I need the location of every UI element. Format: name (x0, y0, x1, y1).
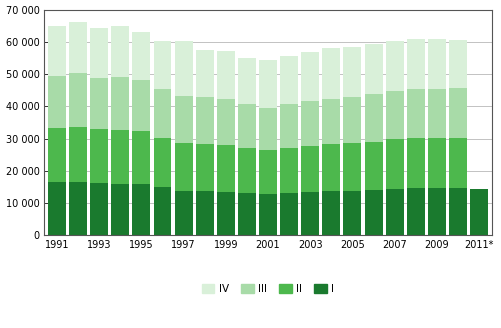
Bar (69, 127, 87, 182)
Bar (111, 130, 129, 184)
Bar (344, 143, 361, 191)
Bar (365, 94, 383, 142)
Bar (259, 194, 277, 236)
Bar (238, 193, 256, 236)
Bar (153, 138, 171, 187)
Bar (259, 108, 277, 150)
Bar (470, 189, 488, 236)
Bar (449, 188, 467, 236)
Bar (428, 188, 446, 236)
Bar (322, 99, 340, 144)
Bar (132, 131, 150, 184)
Bar (238, 104, 256, 148)
Bar (217, 192, 235, 236)
Bar (69, 73, 87, 127)
Bar (344, 191, 361, 236)
Bar (386, 189, 404, 236)
Bar (48, 26, 66, 76)
Bar (90, 78, 108, 129)
Bar (280, 104, 298, 148)
Bar (175, 191, 192, 236)
Bar (111, 26, 129, 77)
Bar (132, 32, 150, 80)
Bar (344, 97, 361, 143)
Bar (153, 89, 171, 138)
Bar (153, 187, 171, 236)
Bar (196, 97, 213, 144)
Bar (407, 89, 425, 138)
Bar (449, 138, 467, 188)
Bar (259, 60, 277, 108)
Bar (111, 77, 129, 130)
Bar (90, 28, 108, 78)
Bar (365, 44, 383, 94)
Bar (322, 144, 340, 191)
Bar (386, 91, 404, 139)
Bar (428, 89, 446, 138)
Bar (196, 144, 213, 191)
Bar (48, 76, 66, 128)
Bar (365, 190, 383, 236)
Bar (90, 183, 108, 236)
Bar (48, 182, 66, 236)
Bar (344, 47, 361, 97)
Bar (322, 48, 340, 99)
Bar (69, 182, 87, 236)
Bar (175, 143, 192, 191)
Bar (238, 148, 256, 193)
Bar (386, 139, 404, 189)
Bar (407, 188, 425, 236)
Bar (386, 41, 404, 91)
Bar (132, 80, 150, 131)
Bar (407, 39, 425, 89)
Bar (449, 40, 467, 88)
Bar (111, 184, 129, 236)
Bar (301, 52, 319, 101)
Bar (196, 50, 213, 97)
Bar (153, 41, 171, 89)
Bar (322, 191, 340, 236)
Bar (280, 193, 298, 236)
Bar (259, 150, 277, 194)
Bar (428, 138, 446, 188)
Bar (280, 56, 298, 104)
Bar (280, 148, 298, 193)
Bar (449, 88, 467, 138)
Legend: IV, III, II, I: IV, III, II, I (198, 280, 338, 298)
Bar (301, 101, 319, 146)
Bar (238, 58, 256, 104)
Bar (217, 145, 235, 192)
Bar (69, 22, 87, 73)
Bar (48, 128, 66, 182)
Bar (175, 96, 192, 143)
Bar (196, 191, 213, 236)
Bar (301, 192, 319, 236)
Bar (217, 51, 235, 99)
Bar (217, 99, 235, 145)
Bar (132, 184, 150, 236)
Bar (90, 129, 108, 183)
Bar (428, 39, 446, 89)
Bar (301, 146, 319, 192)
Bar (365, 142, 383, 190)
Bar (407, 138, 425, 188)
Bar (175, 41, 192, 96)
